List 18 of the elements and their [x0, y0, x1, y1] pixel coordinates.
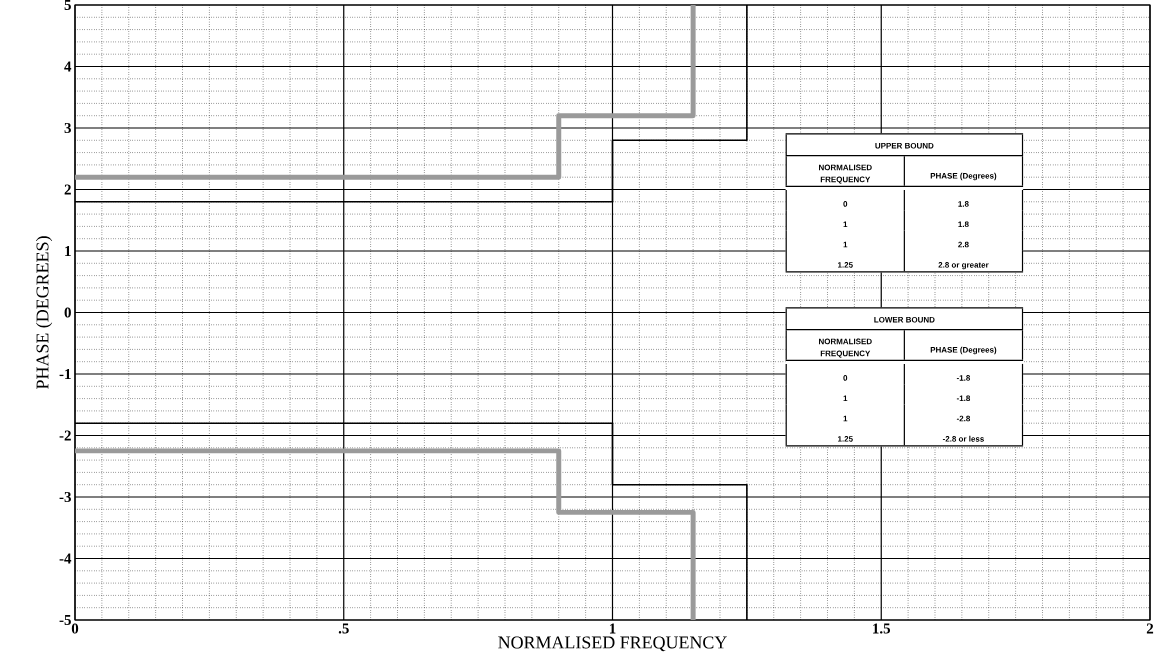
x-tick-label: 1	[609, 623, 616, 634]
y-tick-label: -4	[59, 553, 72, 564]
y-axis-title: PHASE (DEGREES)	[35, 236, 53, 389]
x-tick-label: 0	[71, 623, 79, 634]
y-tick-label: 1	[65, 246, 71, 256]
y-tick-label: 4	[64, 61, 72, 72]
x-axis-title: NORMALISED FREQUENCY	[498, 636, 727, 652]
y-tick-label: -5	[59, 615, 71, 625]
y-tick-label: 0	[64, 307, 71, 318]
y-tick-label: 2	[64, 184, 71, 195]
x-tick-label: .5	[338, 623, 349, 634]
x-tick-label: 1.5	[873, 623, 891, 634]
y-tick-label: 5	[64, 0, 71, 10]
y-tick-label: 3	[64, 122, 71, 134]
y-tick-label: -1	[59, 369, 71, 379]
y-tick-label: -2	[59, 430, 71, 441]
x-tick-label: 2	[1146, 623, 1154, 634]
y-tick-label: -3	[59, 491, 71, 503]
